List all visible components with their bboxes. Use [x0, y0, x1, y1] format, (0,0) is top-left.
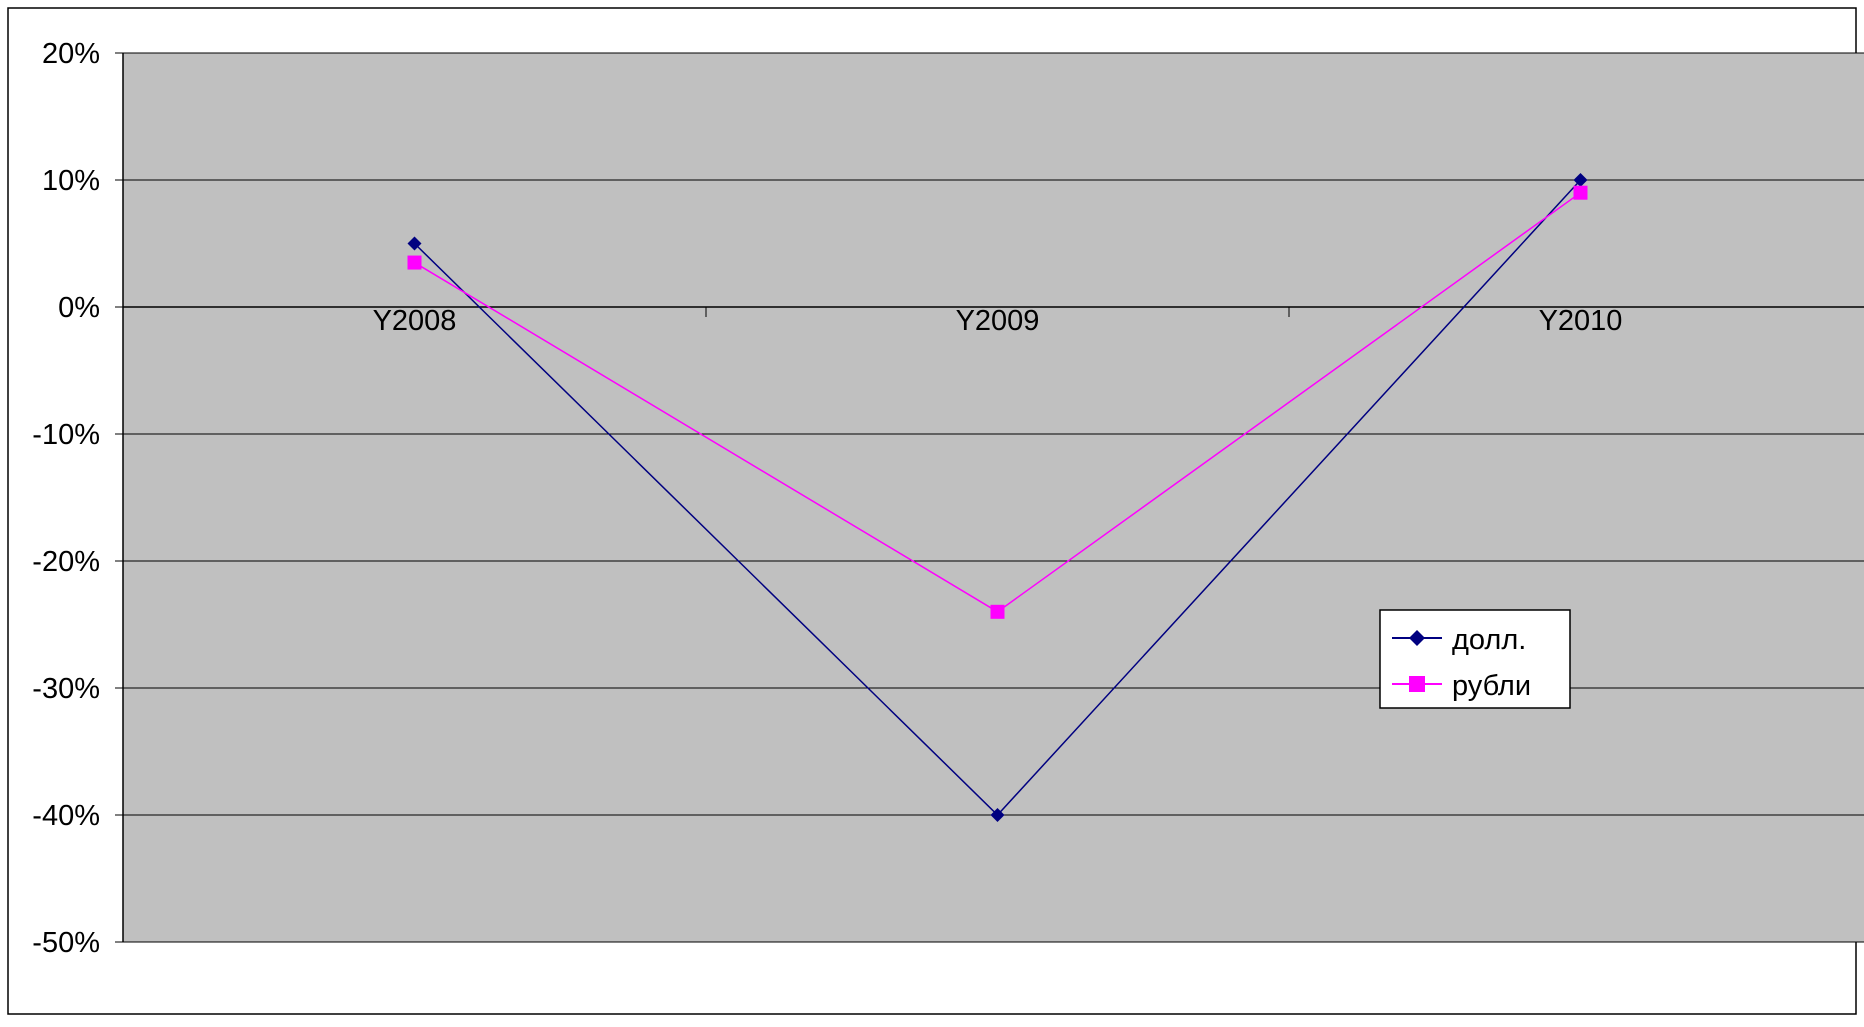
- y-tick-label: -30%: [32, 673, 100, 705]
- legend-label-dollars: долл.: [1452, 624, 1526, 656]
- data-point-diamond: [1573, 173, 1588, 187]
- y-tick-label: 0%: [58, 292, 100, 324]
- y-tick-label: -40%: [32, 800, 100, 832]
- axes: [115, 52, 1864, 943]
- y-tick-label: -10%: [32, 419, 100, 451]
- y-tick-label: 10%: [42, 165, 100, 197]
- plot-area: [123, 53, 1864, 942]
- y-axis-tick-labels: 20% 10% 0% -10% -20% -30% -40% -50%: [32, 38, 100, 959]
- x-axis-tick-labels: Y2008 Y2009 Y2010: [373, 305, 1623, 337]
- y-tick-label: -50%: [32, 927, 100, 959]
- legend-item-dollars: долл.: [1392, 624, 1526, 656]
- legend-label-rubles: рубли: [1452, 670, 1531, 702]
- data-point-diamond: [990, 808, 1005, 822]
- legend-diamond-marker-icon: [1409, 630, 1425, 646]
- x-tick-label: Y2009: [956, 305, 1040, 337]
- x-tick-label: Y2008: [373, 305, 457, 337]
- legend: долл. рубли: [1379, 609, 1571, 709]
- series-lines: [407, 173, 1588, 822]
- data-point-square: [1573, 185, 1588, 200]
- data-point-diamond: [407, 236, 422, 251]
- x-tick-label: Y2010: [1539, 305, 1623, 337]
- data-point-square: [990, 604, 1005, 619]
- data-point-square: [407, 255, 422, 270]
- y-tick-label: 20%: [42, 38, 100, 70]
- legend-item-rubles: рубли: [1392, 670, 1531, 702]
- legend-square-marker-icon: [1409, 676, 1425, 692]
- y-tick-label: -20%: [32, 546, 100, 578]
